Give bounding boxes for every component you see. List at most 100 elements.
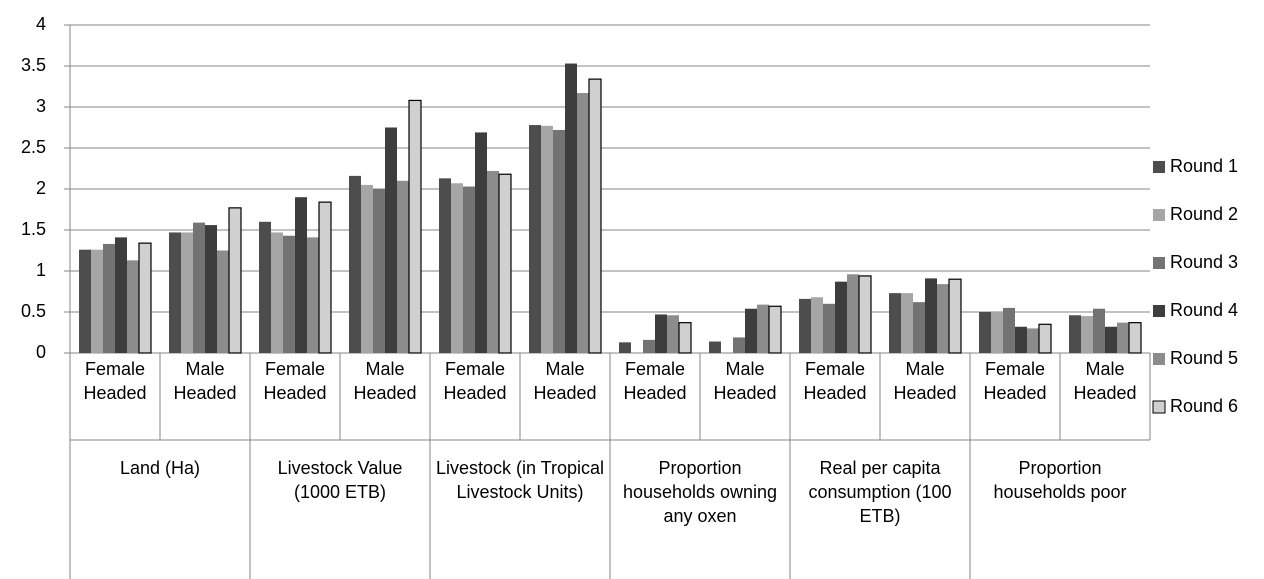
legend-swatch — [1153, 161, 1165, 173]
group-label: Real per capita consumption (100 ETB) — [808, 458, 952, 526]
x-tick-label: Female Headed — [983, 359, 1047, 403]
legend-label: Round 4 — [1170, 300, 1238, 320]
bar — [1003, 307, 1015, 353]
legend-swatch — [1153, 305, 1165, 317]
bar — [577, 93, 589, 353]
group-label: Livestock (in Tropical Livestock Units) — [435, 458, 605, 502]
bar — [901, 293, 913, 353]
bar — [487, 170, 499, 353]
y-tick-label: 3.5 — [21, 55, 46, 75]
bar — [1105, 326, 1117, 353]
legend-swatch — [1153, 209, 1165, 221]
bar — [463, 186, 475, 353]
bar — [79, 249, 91, 353]
y-tick-label: 0.5 — [21, 301, 46, 321]
bar — [349, 175, 361, 353]
bar — [811, 297, 823, 353]
bar — [408, 99, 422, 354]
y-tick-label: 2.5 — [21, 137, 46, 157]
bar — [103, 243, 115, 353]
bar — [1027, 328, 1039, 353]
bar — [768, 305, 782, 354]
bar — [588, 78, 602, 354]
bar — [1015, 326, 1027, 353]
bar — [259, 221, 271, 353]
bar — [1081, 316, 1093, 353]
bar — [799, 298, 811, 353]
bar — [228, 207, 242, 354]
legend-swatch — [1152, 400, 1166, 414]
bar — [709, 341, 721, 353]
bar — [1117, 322, 1129, 353]
bar — [565, 63, 577, 353]
bar — [451, 183, 463, 353]
bar — [529, 125, 541, 353]
bar — [498, 173, 512, 354]
bar — [439, 178, 451, 353]
legend-label: Round 6 — [1170, 396, 1238, 416]
bar — [643, 339, 655, 353]
bar — [948, 278, 962, 354]
bar — [757, 304, 769, 353]
group-label: Land (Ha) — [119, 458, 201, 478]
y-tick-label: 3 — [36, 96, 46, 116]
x-tick-label: Male Headed — [533, 359, 597, 403]
x-tick-label: Male Headed — [173, 359, 237, 403]
bar — [217, 250, 229, 353]
y-tick-label: 4 — [36, 14, 46, 34]
x-tick-label: Female Headed — [803, 359, 867, 403]
bar — [205, 225, 217, 353]
bar — [925, 278, 937, 353]
y-tick-label: 0 — [36, 342, 46, 362]
bar — [115, 237, 127, 353]
legend-label: Round 1 — [1170, 156, 1238, 176]
bar — [991, 312, 1003, 353]
bar — [193, 222, 205, 353]
x-tick-label: Male Headed — [353, 359, 417, 403]
bar — [678, 322, 692, 354]
bar — [889, 293, 901, 353]
legend-label: Round 3 — [1170, 252, 1238, 272]
bar — [823, 303, 835, 353]
x-tick-label: Male Headed — [1073, 359, 1137, 403]
bar — [91, 249, 103, 353]
bar — [295, 197, 307, 353]
bar — [745, 308, 757, 353]
bar — [307, 237, 319, 353]
bar — [1093, 308, 1105, 353]
bar — [937, 284, 949, 353]
bar — [1038, 323, 1052, 354]
legend-swatch — [1153, 353, 1165, 365]
legend-swatch — [1153, 257, 1165, 269]
bar — [553, 129, 565, 353]
bar — [397, 180, 409, 353]
legend-label: Round 2 — [1170, 204, 1238, 224]
bar — [858, 275, 872, 354]
bar — [475, 132, 487, 353]
y-tick-label: 1.5 — [21, 219, 46, 239]
bar — [271, 232, 283, 353]
group-label: Livestock Value (1000 ETB) — [277, 458, 403, 502]
bar — [541, 125, 553, 353]
x-tick-label: Female Headed — [263, 359, 327, 403]
y-tick-label: 2 — [36, 178, 46, 198]
bar — [847, 274, 859, 353]
bar — [385, 127, 397, 353]
x-tick-label: Male Headed — [893, 359, 957, 403]
bar — [1069, 315, 1081, 353]
bar — [169, 232, 181, 353]
bar — [733, 337, 745, 353]
bar — [283, 235, 295, 353]
bar — [655, 314, 667, 353]
bar — [127, 260, 139, 353]
y-tick-label: 1 — [36, 260, 46, 280]
x-tick-label: Female Headed — [623, 359, 687, 403]
x-tick-label: Male Headed — [713, 359, 777, 403]
bar — [979, 312, 991, 353]
bar — [181, 232, 193, 353]
x-tick-label: Female Headed — [83, 359, 147, 403]
group-label: Proportion households owning any oxen — [622, 458, 778, 526]
bar — [373, 189, 385, 353]
